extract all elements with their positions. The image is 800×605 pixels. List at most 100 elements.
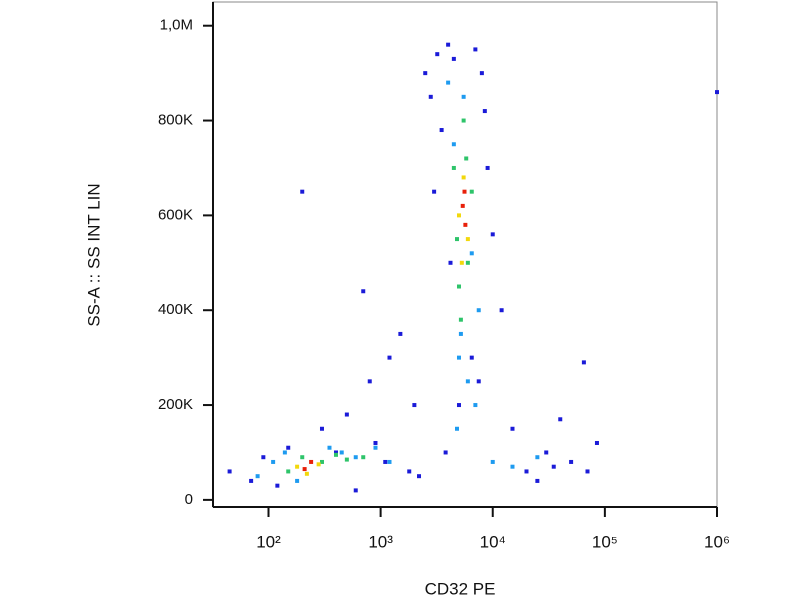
- data-point: [446, 80, 451, 85]
- data-point: [373, 445, 378, 450]
- data-point: [353, 488, 358, 493]
- data-point: [462, 189, 467, 194]
- data-point: [398, 331, 403, 336]
- data-point: [456, 213, 461, 218]
- data-point: [295, 478, 300, 483]
- data-point: [499, 308, 504, 313]
- data-point: [387, 459, 392, 464]
- data-point: [300, 189, 305, 194]
- data-point: [455, 426, 460, 431]
- data-point: [459, 260, 464, 265]
- y-tick-label: 0: [185, 491, 193, 508]
- data-point: [490, 459, 495, 464]
- data-point: [581, 360, 586, 365]
- data-point: [451, 165, 456, 170]
- data-point: [510, 426, 515, 431]
- data-point: [339, 450, 344, 455]
- data-point: [458, 317, 463, 322]
- data-point: [463, 222, 468, 227]
- y-tick-label: 800K: [158, 112, 193, 129]
- data-point: [295, 464, 300, 469]
- data-point: [469, 355, 474, 360]
- data-point: [569, 459, 574, 464]
- data-point: [479, 71, 484, 76]
- data-point: [302, 467, 307, 472]
- data-point: [465, 237, 470, 242]
- data-point: [439, 128, 444, 133]
- data-point: [304, 471, 309, 476]
- data-point: [412, 403, 417, 408]
- data-point: [316, 462, 321, 467]
- data-point: [451, 142, 456, 147]
- data-point: [473, 47, 478, 52]
- y-tick-label: 1,0M: [160, 17, 193, 34]
- data-point: [361, 455, 366, 460]
- data-point: [451, 56, 456, 61]
- data-point: [715, 90, 719, 95]
- data-point: [344, 457, 349, 462]
- data-point: [361, 289, 366, 294]
- data-point: [275, 483, 280, 488]
- y-tick-label: 600K: [158, 206, 193, 223]
- y-tick-label: 400K: [158, 301, 193, 318]
- data-point: [443, 450, 448, 455]
- data-point: [446, 42, 451, 47]
- data-point: [432, 189, 437, 194]
- data-point: [428, 94, 433, 99]
- data-point: [255, 474, 260, 479]
- data-point: [417, 474, 422, 479]
- data-point: [353, 455, 358, 460]
- data-point: [327, 445, 332, 450]
- y-axis-label: SS-A :: SS INT LIN: [84, 183, 103, 326]
- data-point: [476, 308, 481, 313]
- data-point: [461, 94, 466, 99]
- x-axis-label: CD32 PE: [425, 579, 496, 598]
- data-point: [544, 450, 549, 455]
- data-point: [282, 450, 287, 455]
- data-point: [367, 379, 372, 384]
- data-point: [524, 469, 529, 474]
- data-point: [551, 464, 556, 469]
- data-point: [286, 445, 291, 450]
- data-point: [535, 478, 540, 483]
- data-point: [464, 156, 469, 161]
- data-point: [535, 455, 540, 460]
- data-point: [333, 450, 338, 455]
- x-tick-label: 10²: [256, 532, 281, 551]
- data-point: [482, 109, 487, 114]
- x-tick-label: 10⁴: [480, 532, 506, 551]
- x-tick-label: 10⁵: [592, 532, 618, 551]
- data-point: [455, 237, 460, 242]
- data-point: [435, 52, 440, 57]
- x-tick-label: 10⁶: [704, 532, 730, 551]
- data-point: [585, 469, 590, 474]
- data-point: [510, 464, 515, 469]
- data-point: [261, 455, 266, 460]
- data-point: [469, 251, 474, 256]
- data-point: [461, 118, 466, 123]
- data-point: [373, 440, 378, 445]
- data-point: [383, 459, 388, 464]
- data-point: [456, 355, 461, 360]
- data-point: [594, 440, 599, 445]
- data-point: [448, 260, 453, 265]
- data-point: [485, 165, 490, 170]
- data-point: [407, 469, 412, 474]
- data-point: [460, 203, 465, 208]
- data-point: [319, 426, 324, 431]
- data-point: [309, 459, 314, 464]
- y-tick-label: 200K: [158, 396, 193, 413]
- data-point: [249, 478, 254, 483]
- data-point: [333, 452, 338, 457]
- data-point: [227, 469, 232, 474]
- data-point: [344, 412, 349, 417]
- x-tick-label: 10³: [368, 532, 393, 551]
- data-point: [476, 379, 481, 384]
- data-point: [271, 459, 276, 464]
- data-point: [469, 189, 474, 194]
- data-point: [461, 175, 466, 180]
- data-point: [558, 417, 563, 422]
- data-point: [286, 469, 291, 474]
